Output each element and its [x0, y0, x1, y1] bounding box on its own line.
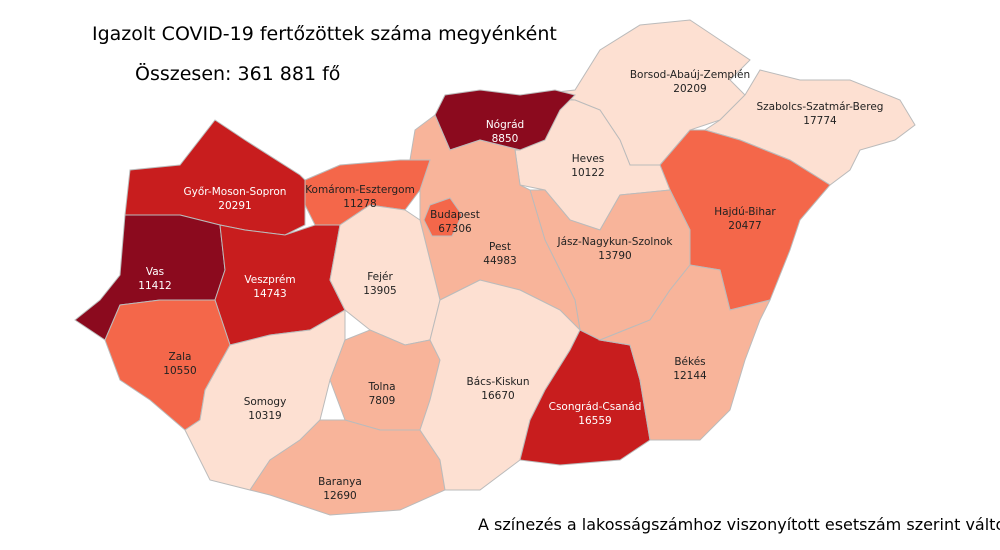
- county-name: Zala: [169, 351, 192, 363]
- county-name: Komárom-Esztergom: [305, 184, 415, 196]
- county-name: Jász-Nagykun-Szolnok: [556, 236, 673, 248]
- county-name: Győr-Moson-Sopron: [184, 186, 287, 198]
- county-value: 7809: [369, 395, 396, 407]
- map-title: Igazolt COVID-19 fertőzöttek száma megyé…: [92, 23, 557, 45]
- county: [329, 329, 441, 431]
- county-value: 10319: [248, 410, 281, 422]
- county-name: Nógrád: [486, 119, 524, 131]
- county-name: Szabolcs-Szatmár-Bereg: [757, 101, 884, 113]
- county-name: Somogy: [244, 396, 287, 408]
- county-value: 16670: [481, 390, 514, 402]
- county-value: 11278: [343, 198, 376, 210]
- county-value: 20291: [218, 200, 251, 212]
- county-value: 10122: [571, 167, 604, 179]
- county-value: 13905: [363, 285, 396, 297]
- county-value: 44983: [483, 255, 516, 267]
- county-value: 14743: [253, 288, 286, 300]
- county-name: Budapest: [430, 209, 480, 221]
- county-name: Csongrád-Csanád: [549, 401, 642, 413]
- county-name: Bács-Kiskun: [466, 376, 529, 388]
- county-name: Baranya: [318, 476, 362, 488]
- county-value: 67306: [438, 223, 472, 235]
- county-name: Békés: [674, 356, 705, 368]
- footnote: A színezés a lakosságszámhoz viszonyítot…: [478, 515, 1000, 534]
- county-name: Tolna: [367, 381, 395, 393]
- county-value: 20477: [728, 220, 761, 232]
- county: [249, 419, 446, 516]
- county-name: Vas: [146, 266, 164, 278]
- county-name: Veszprém: [244, 274, 295, 286]
- county-name: Hajdú-Bihar: [714, 206, 776, 218]
- map-total: Összesen: 361 881 fő: [135, 62, 340, 85]
- county-value: 16559: [578, 415, 611, 427]
- county-value: 12690: [323, 490, 356, 502]
- county-value: 12144: [673, 370, 707, 382]
- county-value: 13790: [598, 250, 631, 262]
- county-name: Pest: [489, 241, 511, 253]
- county-value: 17774: [803, 115, 837, 127]
- county-name: Fejér: [367, 271, 393, 283]
- county-value: 10550: [163, 365, 196, 377]
- county-value: 20209: [673, 83, 706, 95]
- county-value: 11412: [138, 280, 171, 292]
- county-name: Heves: [572, 153, 605, 165]
- county-name: Borsod-Abaúj-Zemplén: [630, 69, 750, 81]
- county-value: 8850: [492, 133, 519, 145]
- county: [598, 264, 771, 441]
- county: [423, 197, 463, 237]
